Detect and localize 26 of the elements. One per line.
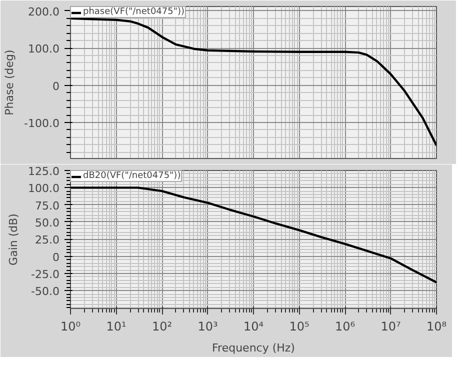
- y-tick-label: 100.0: [28, 42, 60, 56]
- y-tick-label: 50.0: [35, 216, 60, 230]
- series-label: phase(VF("/net0475")): [83, 7, 185, 17]
- y-tick-label: 0: [52, 250, 60, 264]
- y-tick-label: -50.0: [31, 285, 60, 298]
- x-tick-label: 10⁷: [380, 320, 401, 334]
- y-tick-label: 0: [52, 80, 60, 93]
- y-tick-label: -100.0: [24, 116, 60, 130]
- series-label: dB20(VF("/net0475")): [83, 171, 181, 181]
- x-tick-label: 10⁸: [426, 320, 447, 334]
- x-tick-label: 10⁵: [289, 320, 310, 334]
- y-axis-title: Gain (dB): [7, 214, 20, 266]
- y-tick-label: 125.0: [28, 165, 60, 178]
- y-tick-label: 25.0: [35, 234, 60, 247]
- x-tick-label: 10²: [152, 320, 172, 334]
- x-tick-label: 10⁴: [243, 320, 264, 334]
- y-tick-label: 75.0: [35, 199, 60, 212]
- y-axis-title: Phase (deg): [3, 50, 16, 116]
- x-axis-title: Frequency (Hz): [212, 342, 295, 354]
- y-tick-label: 100.0: [28, 182, 60, 196]
- x-tick-label: 10³: [198, 320, 218, 334]
- y-tick-label: 200.0: [28, 5, 60, 18]
- x-tick-label: 10⁰: [60, 320, 81, 334]
- y-tick-label: -25.0: [31, 268, 60, 281]
- x-tick-label: 10¹: [106, 320, 126, 334]
- x-tick-label: 10⁶: [334, 320, 356, 334]
